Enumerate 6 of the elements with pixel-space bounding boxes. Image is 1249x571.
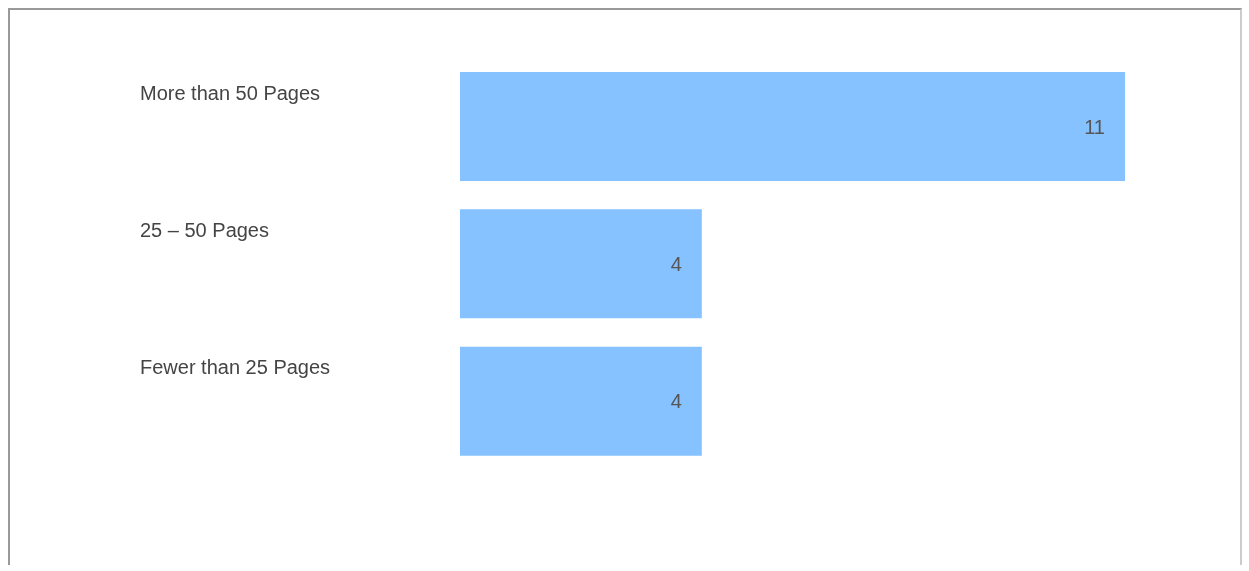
y-tick-label: Fewer than 25 Pages: [140, 356, 331, 379]
data-label: 4: [670, 252, 682, 275]
y-tick-label: More than 50 Pages: [140, 81, 321, 104]
data-label: 4: [670, 390, 682, 413]
y-tick-label: 25 – 50 Pages: [140, 219, 269, 241]
data-label: 11: [1084, 115, 1105, 138]
